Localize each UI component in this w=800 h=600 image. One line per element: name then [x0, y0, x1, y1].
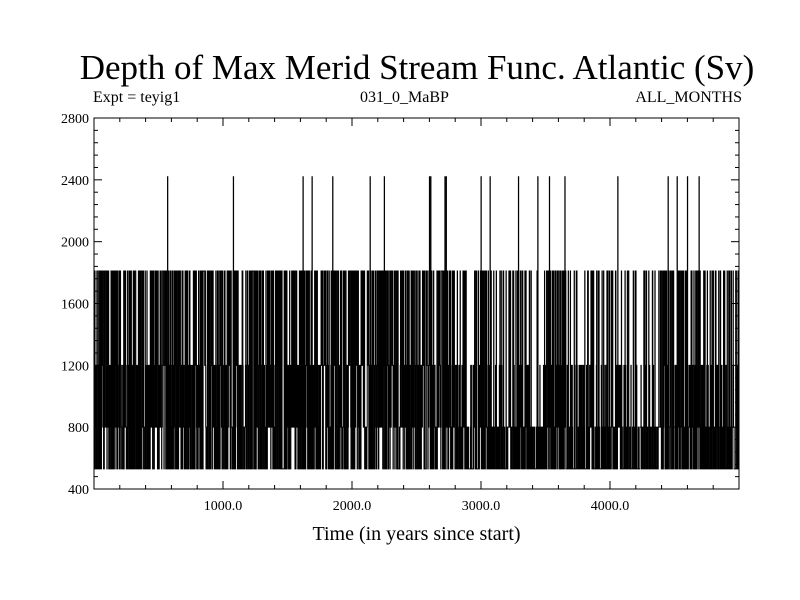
- x-tick-label: 4000.0: [591, 499, 630, 514]
- series-layer: [93, 176, 740, 470]
- y-tick-label: 1600: [61, 298, 89, 313]
- y-tick-label: 1200: [61, 359, 89, 374]
- x-tick-label: 1000.0: [204, 499, 243, 514]
- x-axis-label: Time (in years since start): [312, 523, 521, 545]
- y-tick-label: 2800: [61, 112, 89, 127]
- y-tick-label: 800: [68, 421, 89, 436]
- y-tick-label: 400: [68, 483, 89, 498]
- series-line: [93, 176, 740, 470]
- y-tick-label: 2000: [61, 236, 89, 251]
- y-tick-label: 2400: [61, 174, 89, 189]
- period-label: 031_0_MaBP: [360, 89, 449, 106]
- x-tick-label: 2000.0: [333, 499, 372, 514]
- x-tick-label: 3000.0: [462, 499, 501, 514]
- chart-title: Depth of Max Merid Stream Func. Atlantic…: [79, 48, 755, 87]
- experiment-label: Expt = teyig1: [93, 89, 181, 106]
- months-label: ALL_MONTHS: [635, 89, 742, 106]
- axis-layer: 1000.0 2000.0 3000.0 4000.0 400 800 1200 1600 20…: [61, 112, 740, 514]
